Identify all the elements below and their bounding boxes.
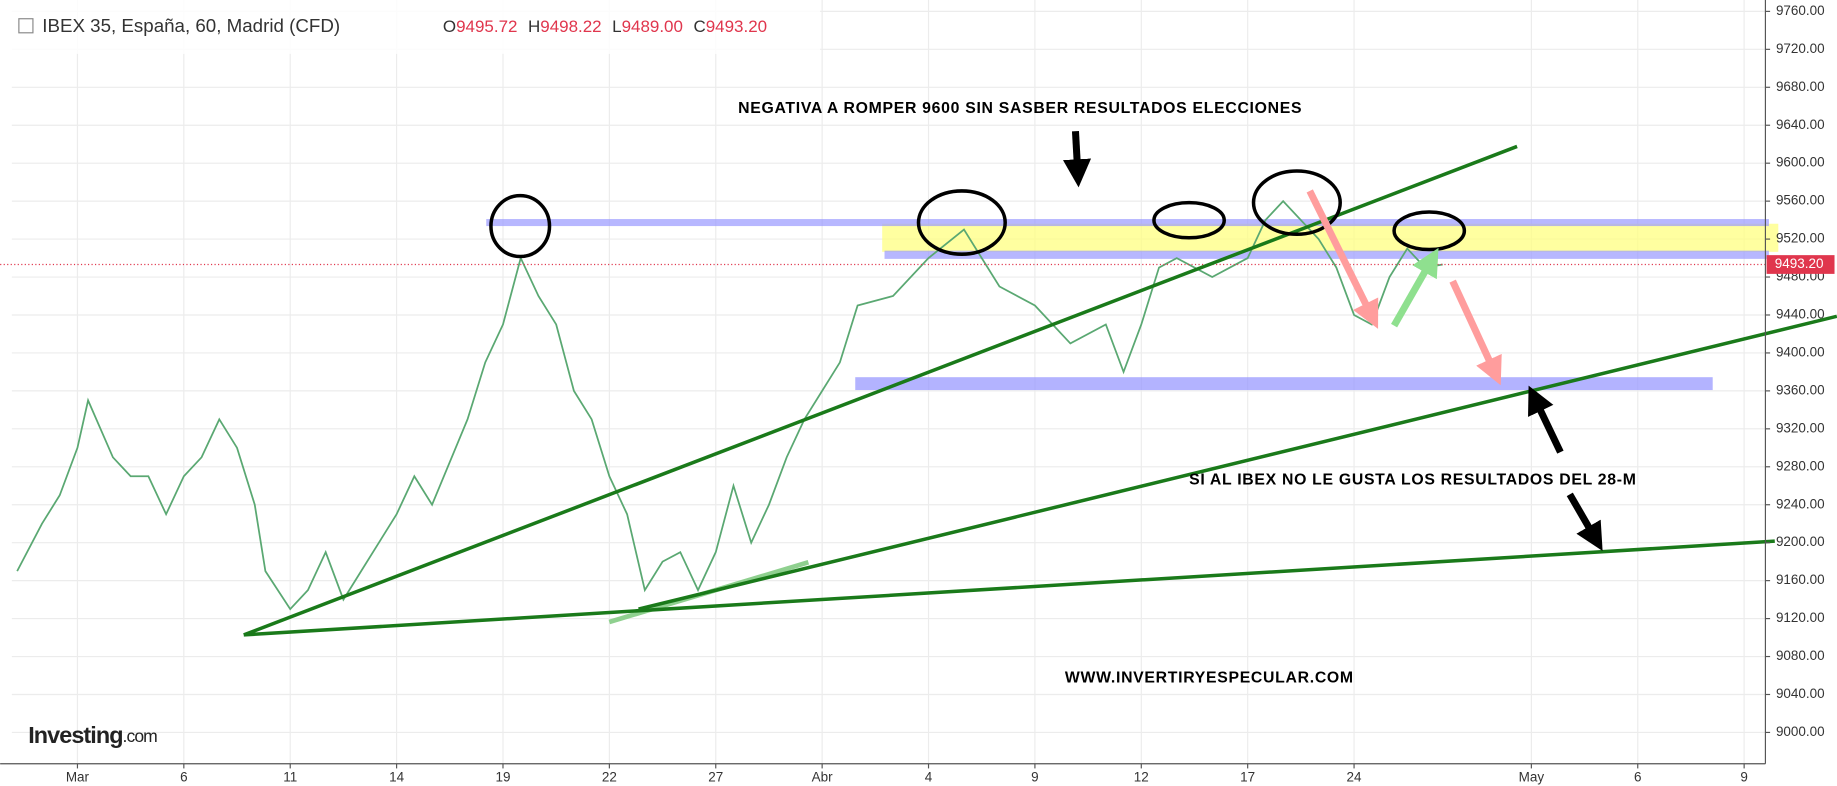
y-tick-label: 9160.00 [1776,572,1825,587]
y-tick-label: 9600.00 [1776,155,1825,170]
annotation: SI AL IBEX NO LE GUSTA LOS RESULTADOS DE… [1189,471,1636,488]
trendline [243,144,1518,637]
y-tick-label: 9440.00 [1776,307,1825,322]
arrows [1062,131,1603,552]
band [884,250,1769,259]
y-tick-label: 9520.00 [1776,231,1825,246]
y-tick-label: 9680.00 [1776,79,1825,94]
y-tick-label: 9360.00 [1776,382,1825,397]
arrow [1391,247,1439,328]
x-tick-label: 6 [180,769,188,784]
header-title: IBEX 35, España, 60, Madrid (CFD) [42,15,340,36]
x-tick-label: 27 [708,769,723,784]
x-tick-label: 12 [1134,769,1149,784]
y-tick-label: 9720.00 [1776,41,1825,56]
x-tick-label: Abr [812,769,833,784]
collapse-icon[interactable] [18,18,34,34]
y-tick-label: 9080.00 [1776,648,1825,663]
x-tick-label: 22 [602,769,617,784]
price-line [16,199,1443,611]
annotation: WWW.INVERTIRYESPECULAR.COM [1065,669,1354,686]
arrow [1449,279,1502,386]
arrow [1062,131,1092,188]
x-tick-label: May [1519,769,1545,784]
arrow [1528,385,1564,454]
y-tick-label: 9120.00 [1776,610,1825,625]
circle [1251,169,1342,237]
plot [0,199,1766,611]
header-bg [0,0,821,54]
arrow [1306,189,1379,329]
y-tick-label: 9040.00 [1776,686,1825,701]
x-tick-label: Mar [66,769,90,784]
y-tick-label: 9200.00 [1776,534,1825,549]
y-tick-label: 9000.00 [1776,724,1825,739]
header-ohlc: O9495.72 H9498.22 L9489.00 C9493.20 [443,18,767,37]
x-tick-label: 19 [495,769,510,784]
y-tick-label: 9280.00 [1776,458,1825,473]
circle [1152,200,1226,240]
circle [489,193,552,259]
x-tick-label: 17 [1240,769,1255,784]
y-tick-label: 9320.00 [1776,420,1825,435]
y-tick-label: 9240.00 [1776,496,1825,511]
last-price-label: 9493.20 [1775,256,1824,271]
band [486,219,1769,227]
trendline [243,539,1775,637]
x-tick-label: 14 [389,769,404,784]
watermark: Investing.com [28,722,157,748]
circle [916,189,1007,256]
trendlines [243,144,1837,637]
trendline [638,314,1837,611]
x-tick-label: 6 [1634,769,1642,784]
annotation: NEGATIVA A ROMPER 9600 SIN SASBER RESULT… [738,100,1302,117]
x-tick-label: 4 [925,769,933,784]
y-tick-label: 9760.00 [1776,3,1825,18]
y-tick-label: 9400.00 [1776,344,1825,359]
last-price-tag [1766,255,1835,274]
y-tick-label: 9560.00 [1776,193,1825,208]
x-tick-label: 9 [1740,769,1748,784]
arrow [1566,492,1603,552]
x-tick-label: 9 [1031,769,1039,784]
x-tick-label: 11 [283,769,297,784]
x-tick-label: 24 [1347,769,1362,784]
circles [489,169,1467,259]
y-tick-label: 9640.00 [1776,117,1825,132]
